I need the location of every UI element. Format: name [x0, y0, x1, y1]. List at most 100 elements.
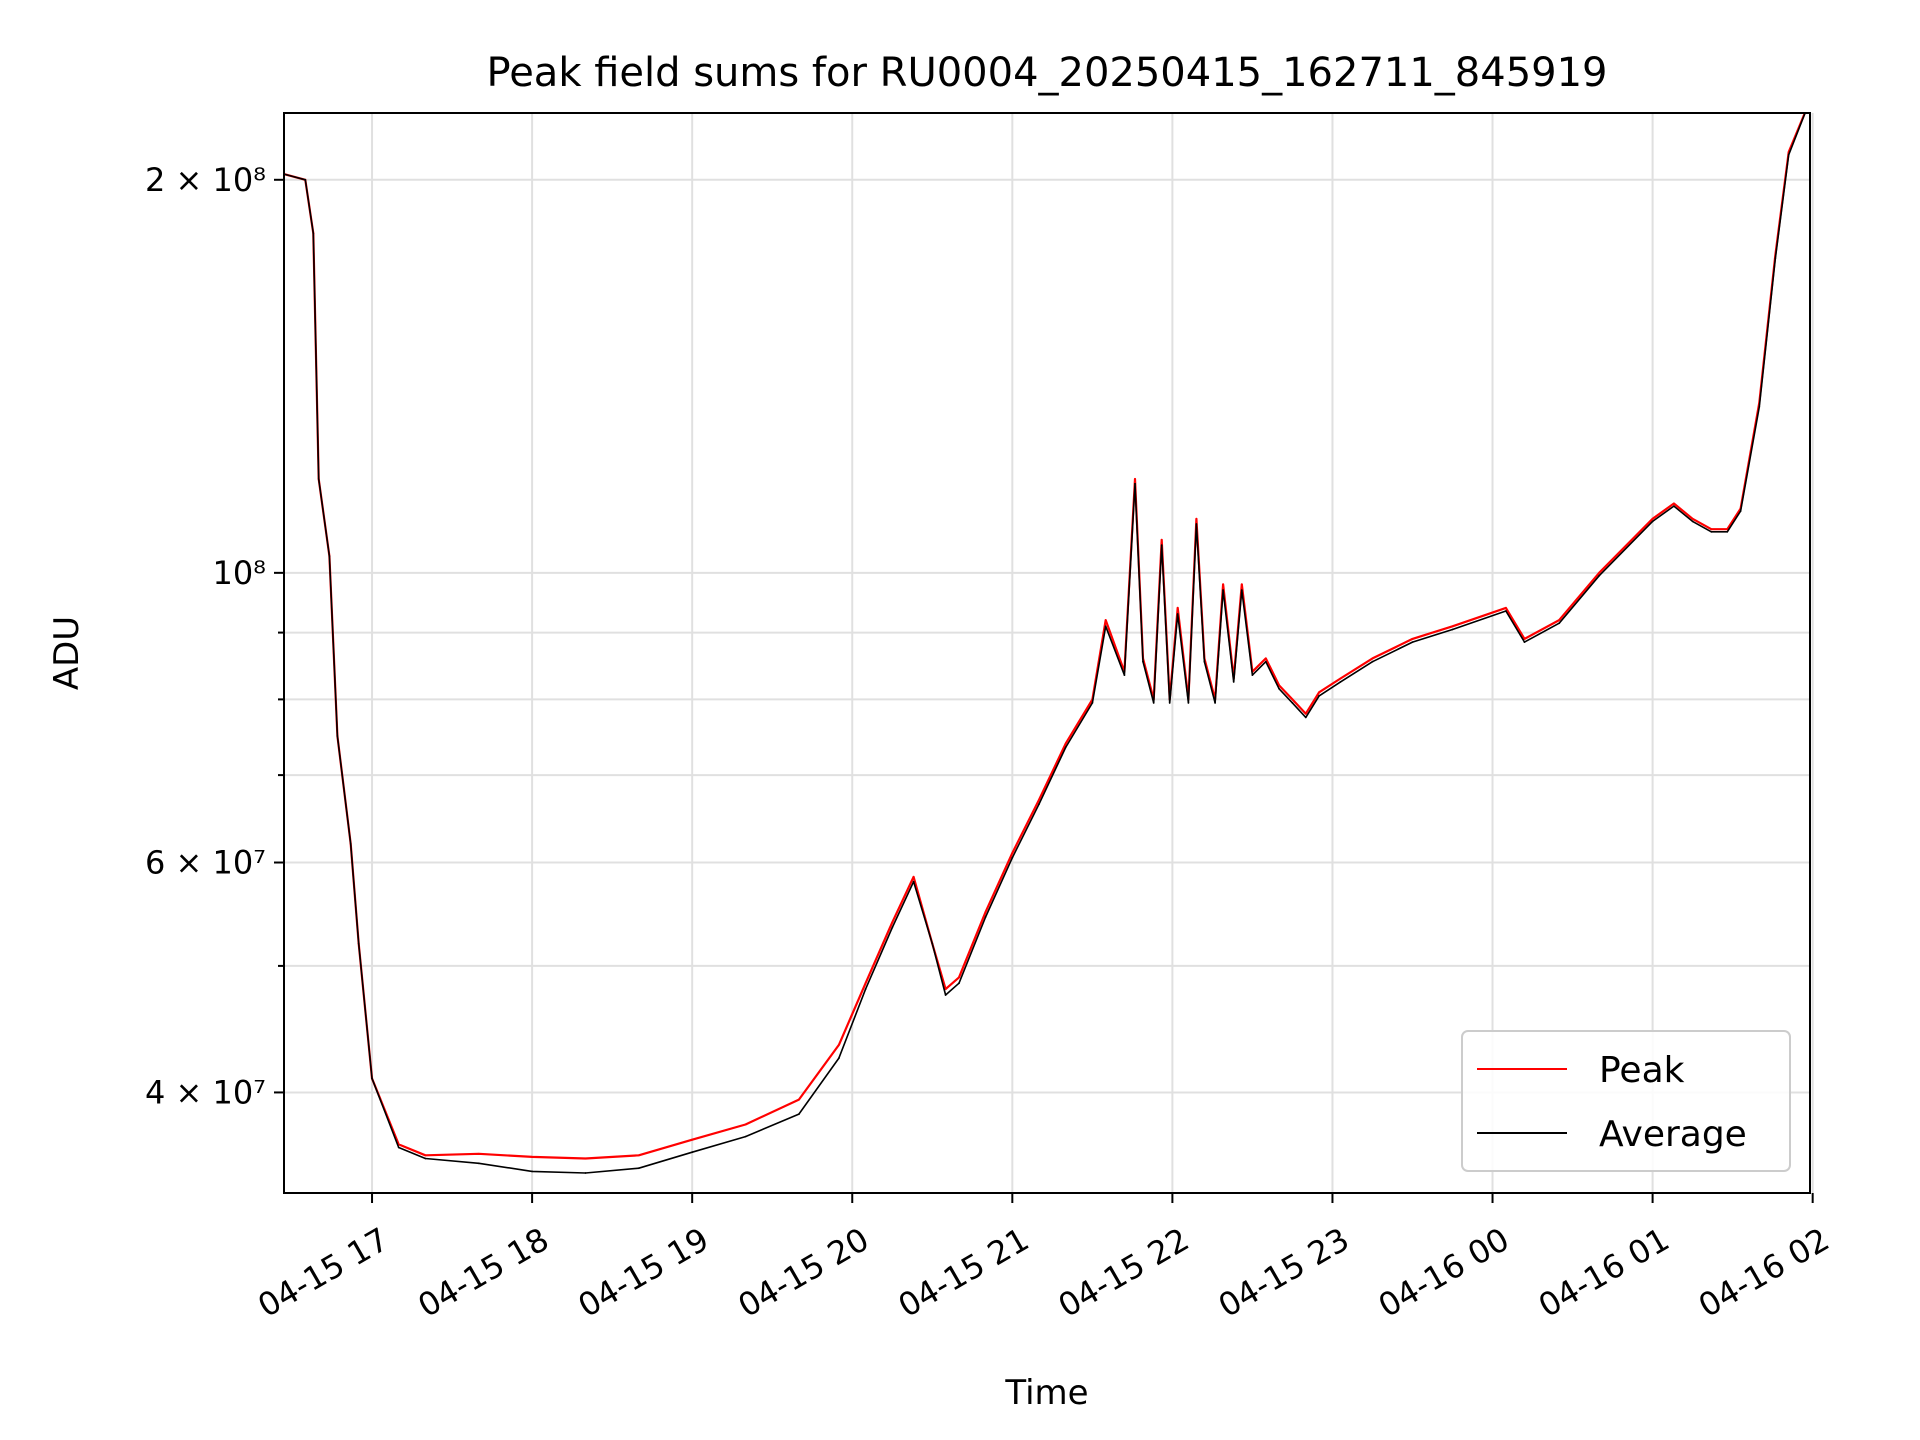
data-point-peak [1710, 528, 1713, 531]
data-point-peak [1291, 698, 1294, 701]
data-point-peak [912, 876, 915, 878]
data-point-average [931, 942, 934, 945]
data-point-peak [1264, 657, 1267, 660]
data-point-peak [944, 988, 947, 990]
data-point-average [1123, 674, 1126, 676]
data-point-average [1232, 681, 1235, 683]
data-point-average [1278, 687, 1280, 690]
data-point-average [637, 1167, 640, 1170]
data-point-average [1240, 589, 1243, 591]
data-point-average [1134, 482, 1136, 485]
data-point-average [891, 926, 894, 929]
data-point-average [864, 988, 867, 990]
data-point-average [1787, 153, 1790, 156]
chart-title: Peak field sums for RU0004_20250415_1627… [487, 50, 1608, 96]
data-point-average [1523, 641, 1526, 643]
data-point-average [336, 735, 339, 737]
data-point-peak [1505, 607, 1507, 609]
data-point-average [744, 1135, 747, 1138]
data-point-average [1691, 520, 1694, 523]
data-point-average [1214, 702, 1216, 704]
data-point-peak [531, 1156, 533, 1158]
data-point-peak [1339, 677, 1342, 680]
data-point-average [531, 1170, 533, 1173]
data-point-peak [1318, 691, 1320, 694]
data-point-average [1203, 660, 1206, 663]
data-point-peak [1222, 583, 1224, 586]
data-point-peak [1160, 538, 1163, 541]
data-point-average [1160, 544, 1163, 547]
data-point-average [798, 1113, 800, 1115]
data-point-peak [1038, 799, 1040, 801]
data-point-average [691, 1151, 694, 1154]
data-point-peak [1240, 583, 1243, 586]
data-point-peak [1411, 638, 1414, 640]
data-point-peak [1523, 638, 1526, 640]
data-point-peak [891, 921, 894, 924]
data-point-peak [1176, 607, 1179, 609]
data-point-average [477, 1162, 480, 1165]
data-point-peak [1195, 517, 1198, 520]
data-point-average [1064, 746, 1067, 749]
data-point-average [1168, 702, 1171, 704]
y-axis-label: ADU [47, 616, 87, 690]
data-point-peak [1064, 742, 1067, 745]
data-point-average [1371, 660, 1374, 663]
data-point-average [357, 942, 360, 945]
data-point-average [1411, 641, 1414, 643]
data-point-average [1710, 530, 1713, 533]
data-point-peak [637, 1154, 640, 1157]
y-tick-label: 10⁸ [212, 554, 266, 592]
legend-label-average: Average [1599, 1114, 1747, 1155]
y-tick-label: 6 × 10⁷ [145, 844, 266, 882]
data-point-average [1187, 702, 1190, 704]
data-point-average [1739, 510, 1742, 512]
data-point-average [371, 1077, 373, 1080]
data-point-average [1774, 257, 1777, 260]
data-point-peak [584, 1157, 587, 1160]
data-point-average [312, 232, 315, 235]
data-point-average [1142, 660, 1144, 663]
data-point-peak [1304, 712, 1307, 715]
data-point-average [1152, 702, 1155, 704]
data-point-average [349, 843, 352, 845]
data-point-average [1104, 625, 1107, 628]
data-point-average [1726, 530, 1729, 533]
data-point-peak [1104, 619, 1107, 621]
data-point-average [1264, 660, 1267, 663]
data-point-average [304, 178, 307, 181]
legend-box [1461, 1030, 1791, 1172]
data-point-average [838, 1057, 840, 1059]
data-point-average [1222, 589, 1224, 591]
data-point-average [944, 994, 947, 996]
data-point-average [984, 916, 987, 918]
data-point-peak [864, 982, 867, 985]
x-axis-label: Time [1004, 1373, 1088, 1413]
data-point-average [1251, 674, 1254, 676]
series-layer [284, 113, 1807, 1174]
data-point-average [958, 982, 960, 985]
data-point-peak [1011, 852, 1014, 854]
data-point-average [1558, 622, 1561, 625]
data-point-average [584, 1172, 587, 1174]
data-point-average [1304, 716, 1307, 719]
data-point-peak [1371, 657, 1374, 660]
data-point-average [1318, 695, 1320, 697]
data-point-peak [424, 1154, 427, 1157]
plot-frame [283, 112, 1811, 1194]
data-point-average [1598, 574, 1601, 577]
data-point-peak [1691, 517, 1694, 520]
data-point-average [1195, 523, 1198, 525]
data-point-average [317, 478, 320, 480]
grid-layer [284, 113, 1814, 1193]
data-point-average [1038, 803, 1040, 806]
data-point-peak [1451, 625, 1454, 628]
data-point-average [1291, 702, 1294, 704]
data-point-peak [984, 911, 987, 913]
legend: Peak Average [1461, 1030, 1791, 1172]
data-point-average [1451, 628, 1454, 631]
data-point-average [1176, 613, 1179, 615]
